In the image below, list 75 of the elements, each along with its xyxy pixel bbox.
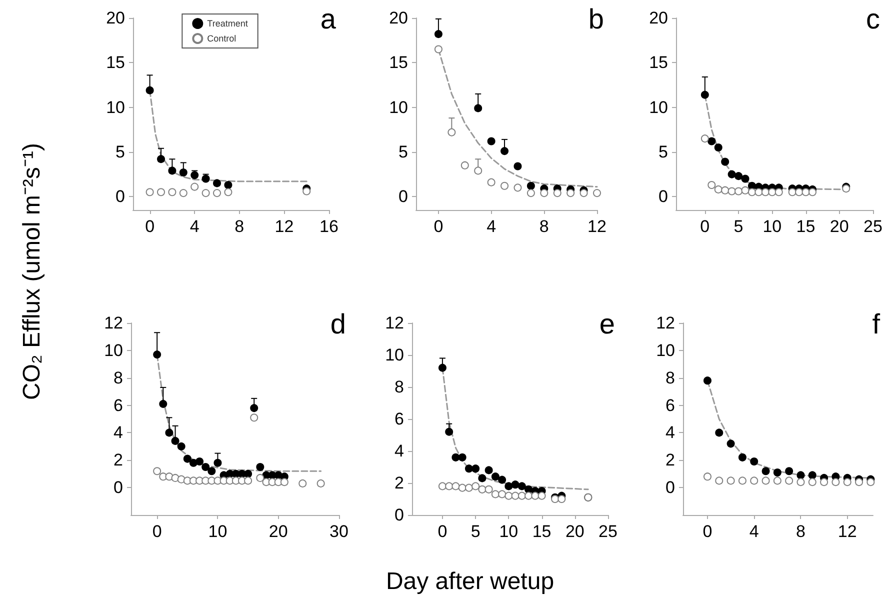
x-tick-label: 8	[234, 217, 244, 236]
x-tick-label: 5	[470, 522, 480, 541]
y-tick-label: 10	[656, 340, 675, 360]
x-tick-label: 8	[539, 217, 549, 236]
y-tick-label: 15	[649, 53, 668, 72]
x-tick-label: 20	[565, 522, 584, 541]
x-tick-label: 4	[190, 217, 200, 236]
y-tick-label: 10	[389, 98, 408, 117]
y-tick-label: 8	[394, 378, 404, 396]
y-tick-label: 15	[106, 53, 125, 72]
y-tick-label: 0	[658, 187, 668, 206]
x-tick-label: 30	[330, 522, 348, 541]
y-tick-label: 4	[666, 423, 675, 442]
x-tick-label: 10	[762, 217, 782, 236]
chart-title: b	[588, 4, 604, 34]
y-tick-label: 2	[114, 450, 123, 470]
y-tick-label: 5	[398, 142, 408, 162]
chart-title: a	[320, 4, 336, 34]
x-tick-label: 4	[486, 217, 496, 236]
y-tick-label: 8	[114, 368, 123, 388]
x-tick-label: 0	[438, 522, 448, 541]
y-tick-label: 0	[394, 506, 404, 524]
y-tick-label: 15	[389, 53, 408, 72]
x-tick-label: 15	[532, 522, 552, 541]
x-tick-label: 15	[796, 217, 816, 236]
x-tick-label: 20	[830, 217, 849, 236]
y-tick-label: 12	[656, 314, 675, 332]
y-tick-label: 12	[104, 314, 123, 332]
y-tick-label: 12	[385, 314, 404, 332]
y-tick-label: 0	[114, 478, 123, 498]
x-tick-label: 25	[864, 217, 882, 236]
y-tick-label: 4	[394, 442, 404, 460]
x-tick-label: 0	[145, 217, 155, 236]
y-tick-label: 10	[649, 98, 668, 117]
chart-title: c	[866, 4, 880, 34]
x-tick-label: 12	[274, 217, 294, 236]
chart-title: f	[872, 308, 880, 340]
chart-title: e	[599, 308, 616, 340]
legend-label: Treatment	[207, 18, 248, 28]
x-tick-label: 12	[838, 522, 857, 541]
legend-label: Control	[207, 34, 236, 44]
y-tick-label: 6	[666, 396, 675, 415]
y-tick-label: 2	[666, 450, 675, 470]
x-axis-title: Day after wetup	[384, 568, 556, 596]
y-tick-label: 5	[116, 142, 125, 162]
x-tick-label: 20	[268, 522, 288, 541]
x-tick-label: 0	[152, 522, 162, 541]
x-tick-label: 4	[749, 522, 759, 541]
y-tick-label: 6	[114, 396, 123, 415]
y-tick-label: 20	[649, 8, 668, 28]
y-tick-label: 8	[666, 368, 675, 388]
x-tick-label: 8	[796, 522, 806, 541]
y-tick-label: 20	[106, 8, 125, 28]
x-tick-label: 0	[434, 217, 444, 236]
y-tick-label: 10	[104, 340, 123, 360]
y-tick-label: 10	[106, 98, 125, 117]
chart-title: d	[330, 308, 346, 340]
y-tick-label: 0	[666, 478, 675, 498]
x-tick-label: 10	[208, 522, 228, 541]
y-tick-label: 6	[394, 410, 404, 428]
x-tick-label: 0	[700, 217, 710, 236]
y-tick-label: 0	[116, 187, 125, 206]
x-tick-label: 25	[598, 522, 618, 541]
y-tick-label: 10	[385, 346, 404, 364]
y-tick-label: 2	[394, 474, 404, 492]
y-tick-label: 5	[658, 142, 668, 162]
x-tick-label: 0	[702, 522, 712, 541]
x-tick-label: 10	[499, 522, 518, 541]
y-tick-label: 0	[398, 187, 408, 206]
y-axis-title: CO₂ Efflux (umol m⁻²s⁻¹)	[18, 142, 46, 402]
x-tick-label: 16	[320, 217, 338, 236]
y-tick-label: 20	[389, 8, 408, 28]
x-tick-label: 12	[588, 217, 606, 236]
y-tick-label: 4	[114, 423, 123, 442]
x-tick-label: 5	[734, 217, 744, 236]
